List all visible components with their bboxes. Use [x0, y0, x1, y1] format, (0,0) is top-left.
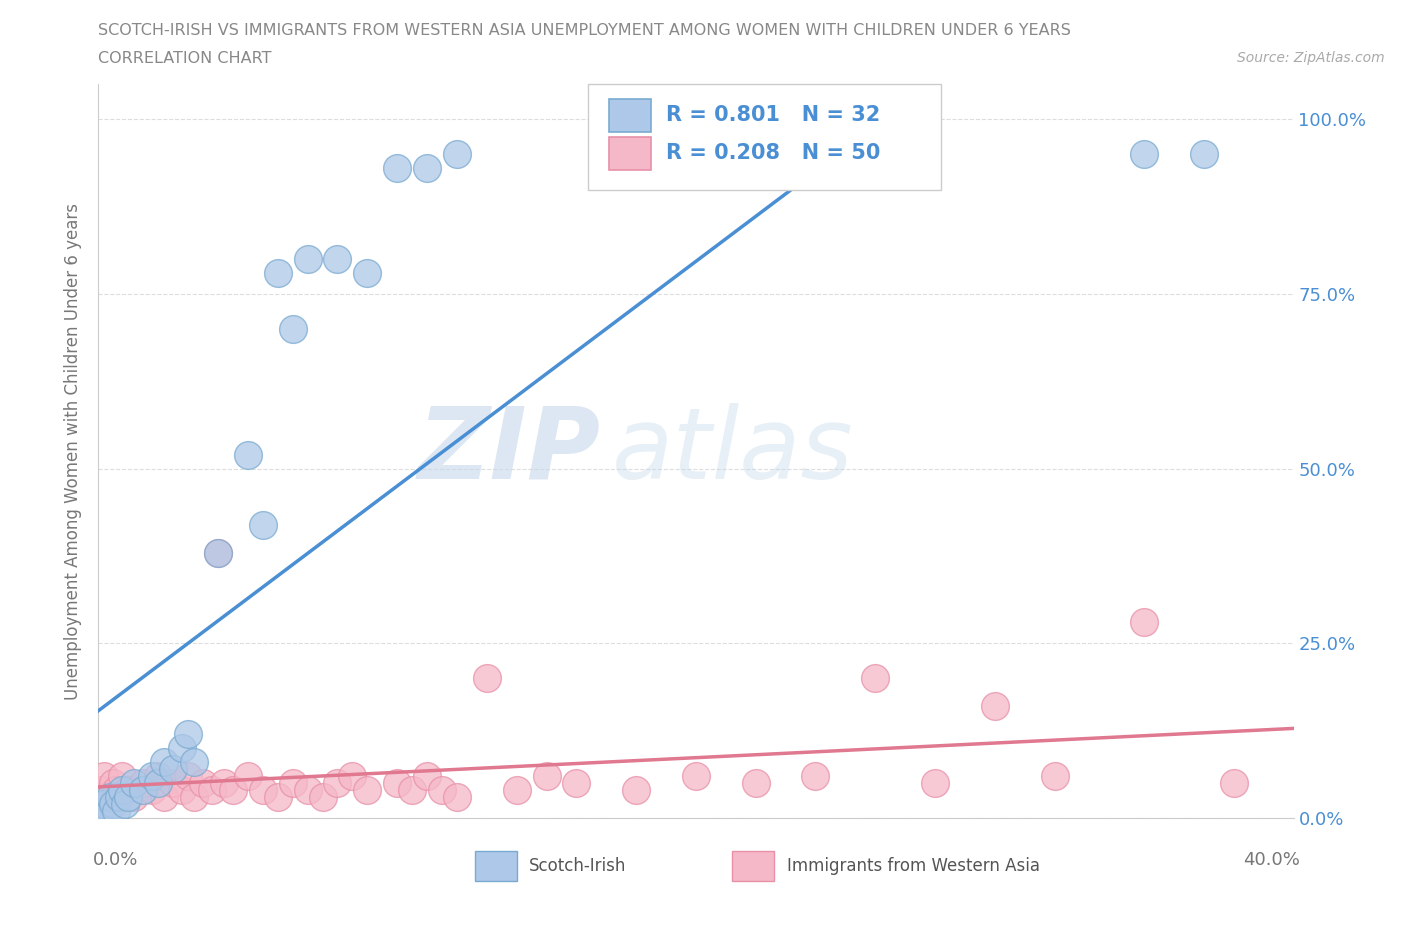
- Point: [111, 783, 134, 798]
- Text: Immigrants from Western Asia: Immigrants from Western Asia: [787, 857, 1040, 875]
- Point: [326, 776, 349, 790]
- Point: [108, 790, 131, 804]
- Point: [132, 776, 155, 790]
- Text: R = 0.208   N = 50: R = 0.208 N = 50: [666, 143, 880, 164]
- Point: [141, 769, 163, 784]
- Text: SCOTCH-IRISH VS IMMIGRANTS FROM WESTERN ASIA UNEMPLOYMENT AMONG WOMEN WITH CHILD: SCOTCH-IRISH VS IMMIGRANTS FROM WESTERN …: [98, 23, 1071, 38]
- Point: [267, 790, 290, 804]
- Point: [93, 769, 115, 784]
- Point: [172, 741, 194, 756]
- Point: [1133, 615, 1156, 630]
- Point: [93, 797, 115, 812]
- FancyBboxPatch shape: [609, 99, 651, 132]
- Point: [117, 790, 139, 804]
- Point: [416, 769, 439, 784]
- Text: 40.0%: 40.0%: [1243, 852, 1299, 870]
- Point: [90, 783, 112, 798]
- Point: [281, 321, 304, 336]
- Point: [236, 447, 259, 462]
- Point: [281, 776, 304, 790]
- Point: [222, 783, 245, 798]
- FancyBboxPatch shape: [609, 137, 651, 170]
- Point: [183, 790, 205, 804]
- Point: [626, 783, 648, 798]
- Point: [401, 783, 423, 798]
- Point: [1043, 769, 1066, 784]
- Point: [177, 727, 200, 742]
- Point: [385, 160, 409, 175]
- Point: [153, 790, 176, 804]
- Point: [536, 769, 558, 784]
- FancyBboxPatch shape: [733, 851, 773, 881]
- Text: 0.0%: 0.0%: [93, 852, 138, 870]
- Point: [98, 790, 122, 804]
- Point: [207, 545, 229, 560]
- Point: [148, 776, 170, 790]
- Point: [117, 783, 139, 798]
- Point: [565, 776, 588, 790]
- Point: [446, 146, 468, 161]
- Point: [326, 251, 349, 266]
- Point: [430, 783, 453, 798]
- Point: [267, 265, 290, 280]
- Point: [252, 517, 274, 532]
- Text: ZIP: ZIP: [418, 403, 600, 499]
- Point: [297, 251, 319, 266]
- Point: [252, 783, 274, 798]
- Text: Scotch-Irish: Scotch-Irish: [529, 857, 626, 875]
- Point: [385, 776, 409, 790]
- Point: [342, 769, 364, 784]
- Point: [201, 783, 224, 798]
- Point: [297, 783, 319, 798]
- FancyBboxPatch shape: [475, 851, 517, 881]
- Point: [141, 783, 163, 798]
- Point: [183, 755, 205, 770]
- Point: [103, 797, 125, 812]
- Point: [924, 776, 946, 790]
- Point: [111, 769, 134, 784]
- Point: [172, 783, 194, 798]
- Text: Source: ZipAtlas.com: Source: ZipAtlas.com: [1237, 51, 1385, 65]
- Point: [356, 783, 378, 798]
- Point: [96, 790, 118, 804]
- Point: [475, 671, 498, 686]
- Point: [162, 776, 184, 790]
- Text: R = 0.801   N = 32: R = 0.801 N = 32: [666, 105, 880, 126]
- Point: [191, 776, 214, 790]
- Point: [1192, 146, 1215, 161]
- Point: [90, 804, 112, 818]
- Y-axis label: Unemployment Among Women with Children Under 6 years: Unemployment Among Women with Children U…: [65, 203, 83, 699]
- Point: [207, 545, 229, 560]
- Text: atlas: atlas: [613, 403, 853, 499]
- Point: [1223, 776, 1246, 790]
- Point: [745, 776, 768, 790]
- Point: [356, 265, 378, 280]
- Point: [103, 776, 125, 790]
- Point: [177, 769, 200, 784]
- Point: [148, 769, 170, 784]
- Point: [105, 804, 128, 818]
- Point: [114, 797, 136, 812]
- Point: [124, 790, 146, 804]
- Point: [984, 699, 1007, 714]
- Point: [108, 790, 131, 804]
- Text: CORRELATION CHART: CORRELATION CHART: [98, 51, 271, 66]
- Point: [804, 769, 827, 784]
- Point: [153, 755, 176, 770]
- Point: [506, 783, 529, 798]
- Point: [124, 776, 146, 790]
- Point: [96, 804, 118, 818]
- Point: [865, 671, 887, 686]
- Point: [105, 783, 128, 798]
- Point: [446, 790, 468, 804]
- Point: [212, 776, 235, 790]
- Point: [311, 790, 333, 804]
- FancyBboxPatch shape: [589, 84, 941, 191]
- Point: [162, 762, 184, 777]
- Point: [236, 769, 259, 784]
- Point: [685, 769, 707, 784]
- Point: [416, 160, 439, 175]
- Point: [132, 783, 155, 798]
- Point: [1133, 146, 1156, 161]
